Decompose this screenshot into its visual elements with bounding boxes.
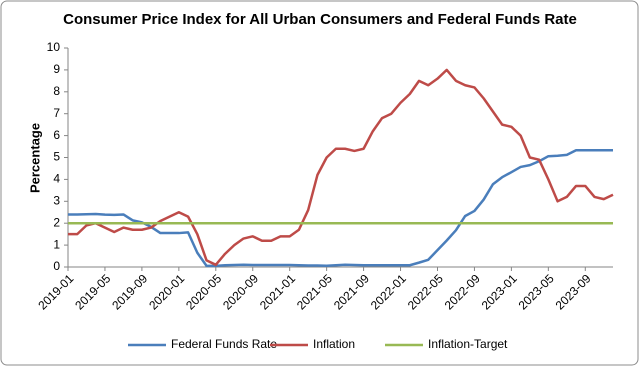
y-tick-label: 1 <box>53 237 60 251</box>
legend-label: Federal Funds Rate <box>171 337 277 351</box>
legend-label: Inflation <box>313 337 355 351</box>
series-line <box>68 149 613 268</box>
chart-title: Consumer Price Index for All Urban Consu… <box>63 11 577 28</box>
y-tick-label: 9 <box>53 62 60 76</box>
y-tick-label: 2 <box>53 215 60 229</box>
y-axis-title: Percentage <box>27 123 42 193</box>
y-tick-label: 3 <box>53 193 60 207</box>
y-tick-label: 10 <box>47 40 61 54</box>
y-tick-label: 6 <box>53 128 60 142</box>
y-tick-label: 7 <box>53 106 60 120</box>
y-tick-label: 5 <box>53 150 60 164</box>
y-tick-label: 4 <box>53 172 60 186</box>
legend-label: Inflation-Target <box>428 337 508 351</box>
y-tick-label: 0 <box>53 259 60 273</box>
y-tick-label: 8 <box>53 84 60 98</box>
